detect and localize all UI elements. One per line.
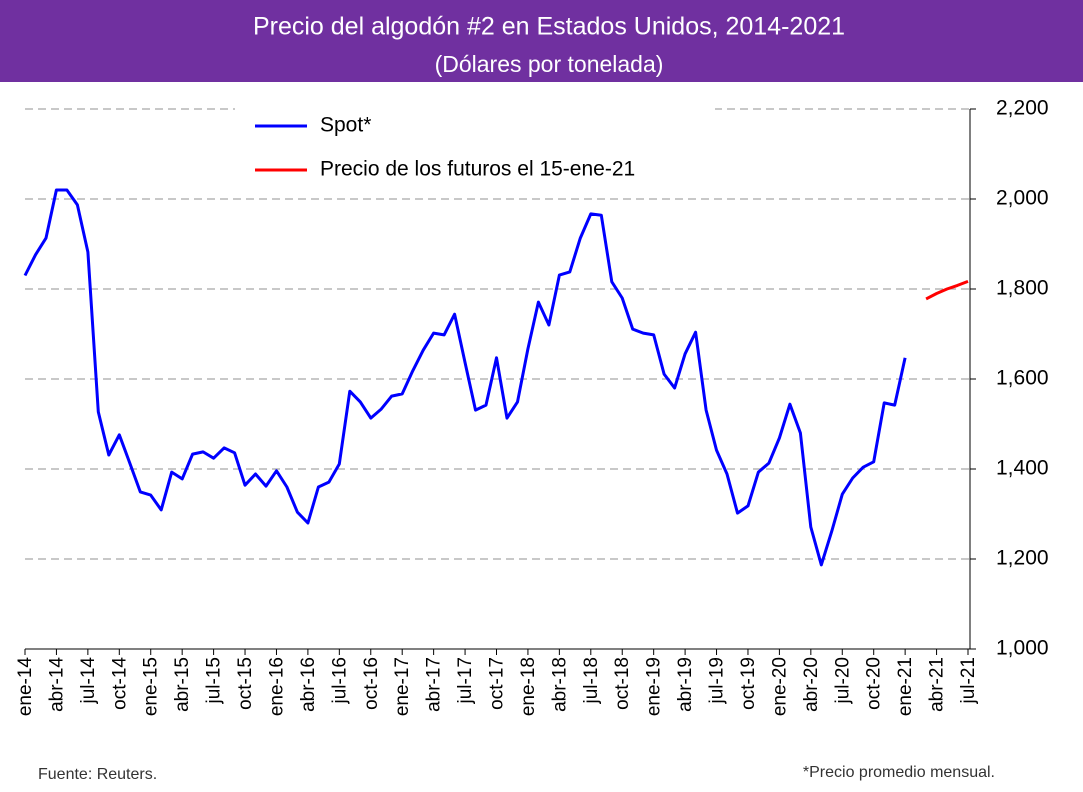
x-tick-label: oct-14 [109, 657, 130, 710]
x-tick-label: jul-19 [707, 657, 728, 704]
x-tick-label: ene-16 [266, 657, 287, 716]
legend-label: Precio de los futuros el 15-ene-21 [320, 158, 635, 181]
x-tick-label: ene-15 [141, 657, 162, 716]
x-tick-label: jul-21 [958, 657, 979, 704]
x-tick-label: abr-15 [172, 657, 193, 712]
line-series [925, 279, 969, 301]
x-tick-label: jul-18 [581, 657, 602, 704]
x-tick-label: jul-20 [832, 657, 853, 704]
x-tick-label: ene-20 [769, 657, 790, 716]
x-tick-label: jul-16 [329, 657, 350, 704]
legend-label: Spot* [320, 114, 371, 137]
x-tick-label: abr-14 [46, 657, 67, 712]
chart-subtitle: (Dólares por tonelada) [435, 51, 664, 77]
y-tick-label: 1,600 [996, 367, 1049, 390]
x-tick-label: abr-21 [927, 657, 948, 712]
x-tick-label: ene-21 [895, 657, 916, 716]
x-tick-label: ene-18 [518, 657, 539, 716]
x-tick-label: ene-14 [15, 657, 36, 717]
y-tick-label: 1,400 [996, 457, 1049, 480]
x-tick-label: oct-19 [738, 657, 759, 710]
y-tick-label: 1,200 [996, 547, 1049, 570]
note: *Precio promedio mensual. [803, 764, 995, 781]
x-tick-label: abr-16 [298, 657, 319, 712]
legend-box [235, 102, 715, 194]
line-series [23, 188, 907, 567]
x-tick-label: jul-15 [204, 657, 225, 704]
x-tick-label: oct-17 [487, 657, 508, 710]
x-tick-label: oct-20 [864, 657, 885, 710]
y-tick-label: 1,800 [996, 277, 1049, 300]
y-tick-label: 2,200 [996, 97, 1049, 120]
source: Fuente: Reuters. [38, 766, 157, 783]
x-tick-label: oct-16 [361, 657, 382, 710]
x-tick-label: jul-14 [78, 657, 99, 705]
x-tick-label: oct-15 [235, 657, 256, 710]
y-tick-label: 2,000 [996, 187, 1049, 210]
x-tick-label: abr-18 [549, 657, 570, 712]
x-tick-label: abr-17 [424, 657, 445, 712]
x-tick-label: abr-20 [801, 657, 822, 712]
x-tick-label: oct-18 [612, 657, 633, 710]
title-banner [0, 0, 1083, 82]
y-tick-label: 1,000 [996, 637, 1049, 660]
x-tick-label: jul-17 [455, 657, 476, 704]
x-tick-label: abr-19 [675, 657, 696, 712]
chart-title: Precio del algodón #2 en Estados Unidos,… [253, 13, 845, 41]
x-tick-label: ene-19 [644, 657, 665, 716]
x-tick-label: ene-17 [392, 657, 413, 716]
